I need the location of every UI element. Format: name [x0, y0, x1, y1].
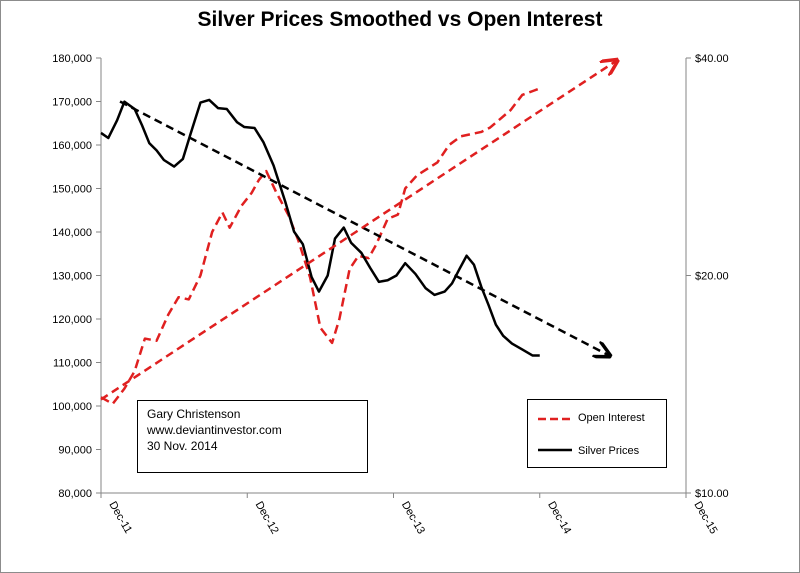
y-left-tick-label: 160,000	[52, 140, 92, 152]
y-left-tick-label: 90,000	[58, 445, 92, 457]
note-author: Gary Christenson	[147, 407, 241, 421]
legend: Open Interest Silver Prices	[527, 399, 667, 468]
x-tick-label: Dec-15	[691, 500, 719, 537]
note-website: www.deviantinvestor.com	[147, 423, 282, 437]
trendline-silver-trend	[119, 100, 610, 356]
y-left-tick-label: 140,000	[52, 227, 92, 239]
author-note: Gary Christenson www.deviantinvestor.com…	[137, 400, 368, 473]
y-left-tick-label: 100,000	[52, 401, 92, 413]
x-tick-label: Dec-12	[253, 500, 281, 537]
note-date: 30 Nov. 2014	[147, 439, 218, 453]
legend-solid-swatch	[538, 448, 572, 452]
legend-label-silver-prices: Silver Prices	[578, 445, 640, 457]
y-right-tick-label: $20.00	[695, 271, 729, 283]
y-right-tick-label: $40.00	[695, 53, 729, 65]
series-line-open-interest	[100, 87, 541, 406]
y-left-tick-label: 130,000	[52, 271, 92, 283]
x-tick-label: Dec-11	[106, 500, 134, 536]
y-left-tick-label: 80,000	[58, 488, 92, 500]
legend-label-open-interest: Open Interest	[578, 412, 645, 424]
legend-dash-swatch	[538, 417, 572, 421]
y-left-tick-label: 110,000	[53, 358, 92, 370]
trendline-open-interest-trend	[100, 60, 617, 401]
y-left-tick-label: 150,000	[52, 184, 92, 196]
y-right-tick-label: $10.00	[695, 488, 729, 500]
y-left-tick-label: 180,000	[52, 53, 92, 65]
x-tick-label: Dec-14	[545, 500, 573, 537]
series-line-silver-prices	[100, 98, 540, 357]
y-left-tick-label: 170,000	[52, 97, 92, 109]
x-tick-label: Dec-13	[399, 500, 427, 537]
y-left-tick-label: 120,000	[52, 314, 92, 326]
chart-title: Silver Prices Smoothed vs Open Interest	[197, 8, 603, 31]
